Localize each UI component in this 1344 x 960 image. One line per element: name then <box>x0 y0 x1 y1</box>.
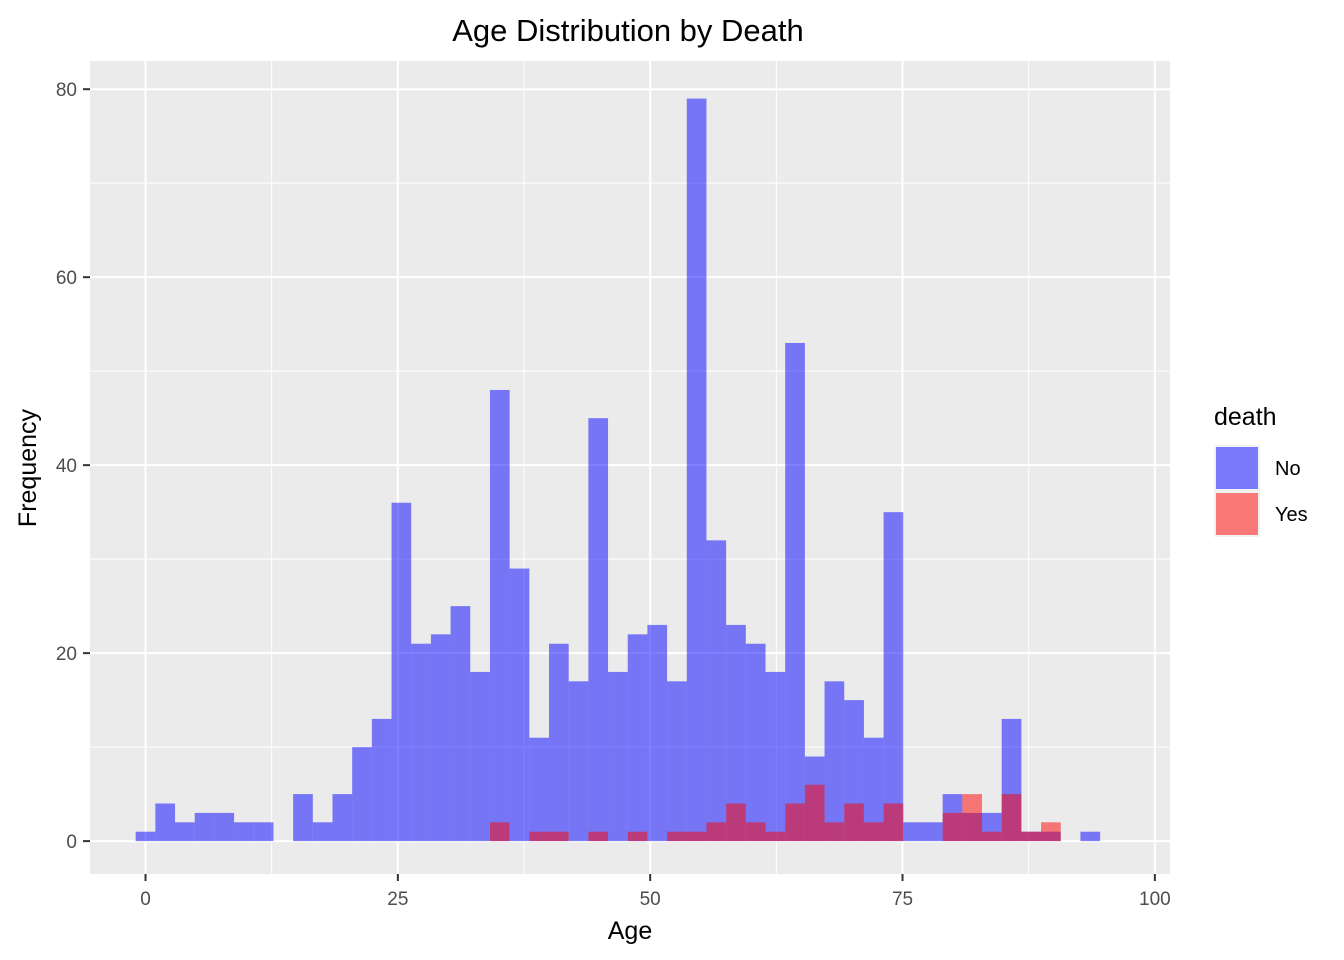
y-tick-label: 40 <box>56 456 77 477</box>
legend-label-no: No <box>1275 458 1301 480</box>
bar-no <box>588 418 609 842</box>
bar-no <box>175 822 195 842</box>
bar-yes <box>863 822 884 842</box>
bar-no <box>824 681 845 842</box>
bar-yes <box>883 803 904 842</box>
bar-yes <box>1021 831 1042 842</box>
bar-no <box>883 512 904 842</box>
bar-yes <box>667 831 687 842</box>
y-tick-label: 20 <box>56 644 77 665</box>
bar-no <box>214 812 235 842</box>
bar-no <box>529 737 549 842</box>
bar-no <box>568 681 589 842</box>
x-axis-title: Age <box>608 917 652 945</box>
axis-ticks: 0 25 50 75 100 0 20 40 60 80 <box>56 80 1171 910</box>
legend: death No Yes <box>1214 403 1308 537</box>
y-tick-label: 60 <box>56 268 77 289</box>
legend-title: death <box>1214 403 1277 431</box>
bar-no <box>667 681 687 842</box>
bar-no <box>470 671 490 842</box>
bar-yes <box>529 831 549 842</box>
bar-no <box>155 803 176 842</box>
bar-yes <box>745 822 766 842</box>
bar-no <box>312 822 333 842</box>
bar-no <box>332 794 353 842</box>
bar-no <box>234 822 254 842</box>
bar-yes <box>627 831 648 842</box>
bar-yes <box>686 831 707 842</box>
bar-no <box>1080 831 1101 842</box>
bar-no <box>785 342 805 842</box>
bar-yes <box>489 822 510 842</box>
y-tick-label: 0 <box>66 832 77 853</box>
y-axis-title: Frequency <box>14 408 42 527</box>
bar-no <box>489 389 510 842</box>
bar-no <box>726 624 746 842</box>
legend-key-no <box>1216 447 1258 489</box>
bar-no <box>608 671 628 842</box>
bar-yes <box>1041 822 1061 842</box>
bar-no <box>391 502 412 842</box>
bar-no <box>745 643 766 842</box>
bar-yes <box>962 794 983 842</box>
bar-no <box>509 568 530 842</box>
bar-no <box>922 822 943 842</box>
bar-no <box>706 540 727 842</box>
bar-yes <box>982 831 1002 842</box>
x-tick-label: 50 <box>640 889 661 910</box>
bar-yes <box>726 803 746 842</box>
bar-no <box>253 822 274 842</box>
x-tick-label: 25 <box>387 889 408 910</box>
bar-no <box>194 812 215 842</box>
x-tick-label: 75 <box>892 889 913 910</box>
bar-yes <box>844 803 864 842</box>
bar-yes <box>785 803 805 842</box>
bar-no <box>411 643 431 842</box>
chart-title: Age Distribution by Death <box>452 13 804 48</box>
bar-yes <box>824 822 845 842</box>
bar-yes <box>706 822 727 842</box>
bar-yes <box>588 831 609 842</box>
bar-yes <box>942 812 963 842</box>
bars-layer <box>135 98 1101 842</box>
bar-no <box>430 634 451 842</box>
bar-yes <box>765 831 786 842</box>
bar-no <box>647 624 668 842</box>
bar-yes <box>804 784 825 842</box>
x-tick-label: 100 <box>1139 889 1171 910</box>
bar-yes <box>549 831 569 842</box>
bar-no <box>135 831 156 842</box>
legend-key-yes <box>1216 493 1258 535</box>
bar-no <box>686 98 707 842</box>
bar-no <box>627 634 648 842</box>
bar-no <box>765 671 786 842</box>
y-tick-label: 80 <box>56 80 77 101</box>
bar-no <box>549 643 569 842</box>
bar-no <box>450 606 471 842</box>
bar-no <box>293 794 313 842</box>
bar-no <box>352 747 372 842</box>
bar-no <box>903 822 923 842</box>
bar-no <box>863 737 884 842</box>
bar-no <box>371 718 392 842</box>
bar-yes <box>1001 794 1022 842</box>
x-tick-label: 0 <box>140 889 151 910</box>
legend-label-yes: Yes <box>1275 504 1308 526</box>
minor-gridlines <box>90 61 1170 874</box>
